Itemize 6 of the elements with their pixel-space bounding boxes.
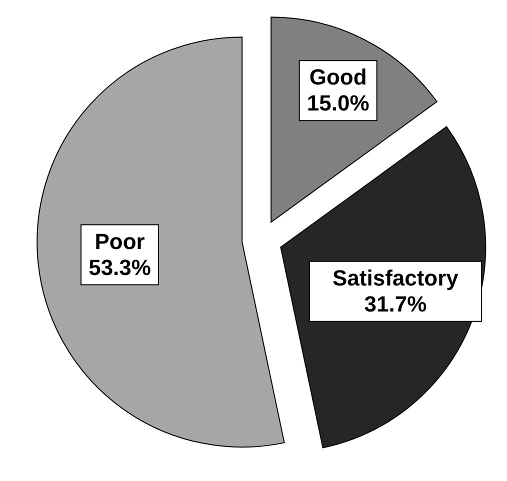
slice-label: Satisfactory [332,265,460,290]
data-label: 15.0% [306,90,370,116]
slice-label: Good [309,64,367,90]
data-label: 31.7% [364,291,427,316]
data-label: 53.3% [88,254,151,280]
slice-label: Poor [94,228,146,254]
